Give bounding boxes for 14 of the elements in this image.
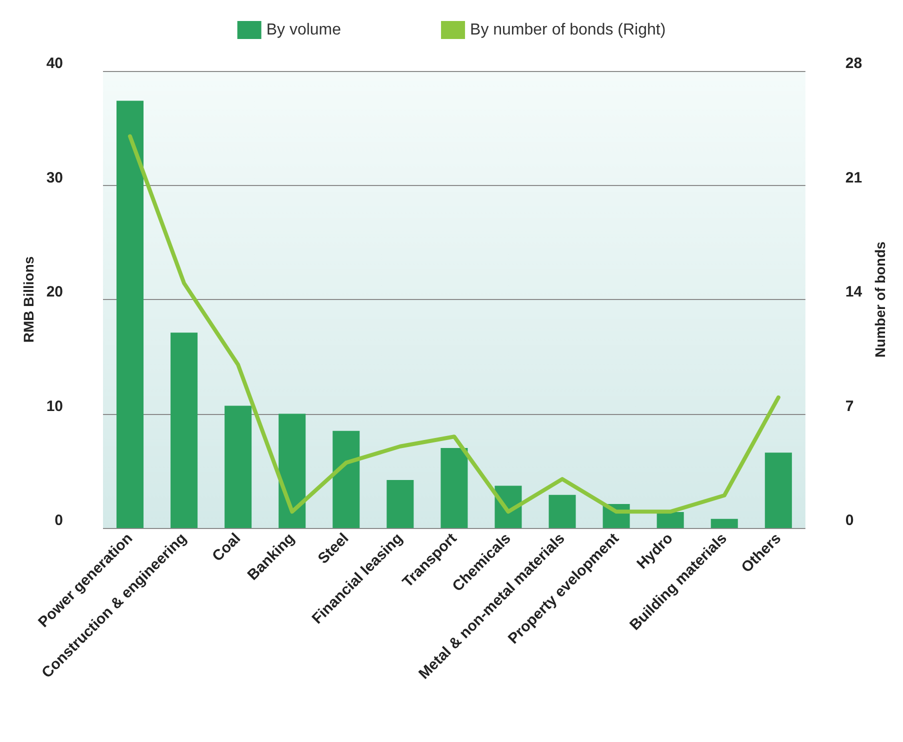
y-tick-label: 20 (46, 284, 63, 300)
y2-tick-label: 7 (845, 398, 854, 415)
legend-label: By number of bonds (Right) (470, 22, 666, 38)
y-tick-label: 40 (46, 55, 63, 72)
y-tick-label: 0 (54, 512, 63, 529)
y2-tick-label: 21 (845, 169, 862, 186)
y2-tick-label: 0 (845, 512, 854, 529)
y2-axis-title: Number of bonds (872, 241, 888, 358)
legend-label: By volume (266, 22, 342, 38)
y-axis-title: RMB Billions (20, 256, 36, 343)
y-tick-label: 30 (46, 169, 63, 186)
y2-tick-label: 14 (845, 284, 863, 300)
y-tick-label: 10 (46, 398, 63, 415)
y2-tick-label: 28 (845, 55, 862, 72)
